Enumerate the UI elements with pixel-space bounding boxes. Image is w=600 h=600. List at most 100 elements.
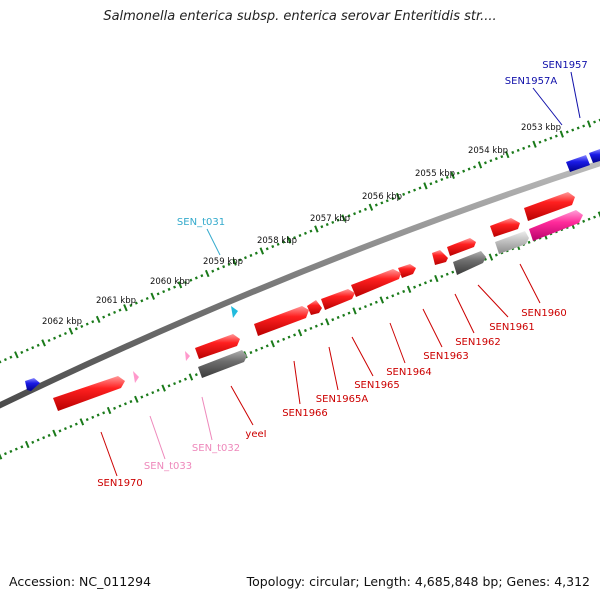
kbp-minor-tick <box>543 138 547 142</box>
gene-label-sen-t033[interactable]: SEN_t033 <box>144 461 192 472</box>
kbp-major-tick <box>586 120 592 128</box>
gene-label-sen1962[interactable]: SEN1962 <box>455 337 501 348</box>
kbp-minor-tick <box>25 348 29 352</box>
kbp-minor-tick <box>145 393 149 397</box>
gene-arrow-blue[interactable] <box>589 149 600 163</box>
leader-sen1970 <box>100 431 118 477</box>
kbp-minor-tick <box>407 190 411 194</box>
kbp-major-tick <box>532 140 537 148</box>
gene-label-sen1960[interactable]: SEN1960 <box>521 308 567 319</box>
gene-label-sen1970[interactable]: SEN1970 <box>97 478 143 489</box>
kbp-minor-tick <box>3 358 7 362</box>
gene-arrow-red[interactable] <box>195 334 240 359</box>
kbp-major-tick <box>368 203 374 211</box>
kbp-minor-tick <box>418 283 422 287</box>
gene-label-sen-t031[interactable]: SEN_t031 <box>177 217 225 228</box>
kbp-minor-tick <box>402 192 406 196</box>
leader-sen-t032 <box>201 396 213 441</box>
gene-label-sen1965[interactable]: SEN1965 <box>354 380 400 391</box>
kbp-minor-tick <box>254 348 258 352</box>
gene-arrow-red[interactable] <box>398 264 416 278</box>
kbp-minor-tick <box>129 303 133 308</box>
kbp-minor-tick <box>58 429 62 433</box>
gene-arrow-red[interactable] <box>432 250 448 265</box>
kbp-minor-tick <box>260 346 264 350</box>
gene-arrow-red[interactable] <box>524 192 575 221</box>
gene-arrow-red[interactable] <box>447 238 476 256</box>
trna-marker-cyan[interactable] <box>231 306 238 318</box>
kbp-minor-tick <box>396 292 400 296</box>
kbp-minor-tick <box>369 302 373 306</box>
kbp-minor-tick <box>511 150 515 155</box>
kbp-minor-tick <box>118 308 122 312</box>
leader-sen1963 <box>422 308 443 348</box>
kbp-minor-tick <box>309 229 313 233</box>
kbp-label: 2061 kbp <box>96 296 136 306</box>
kbp-minor-tick <box>527 144 531 148</box>
kbp-minor-tick <box>91 320 95 324</box>
kbp-minor-tick <box>451 270 455 274</box>
kbp-minor-tick <box>265 344 269 348</box>
kbp-major-tick <box>161 384 166 392</box>
kbp-label: 2056 kbp <box>362 192 402 202</box>
kbp-major-tick <box>505 150 510 159</box>
gene-arrow-red[interactable] <box>351 269 401 297</box>
gene-arrow-pink[interactable] <box>529 210 583 241</box>
gene-label-sen1965a[interactable]: SEN1965A <box>316 394 369 405</box>
kbp-major-tick <box>106 406 112 415</box>
kbp-minor-tick <box>156 388 160 392</box>
gene-label-sen1957[interactable]: SEN1957 <box>542 60 588 71</box>
kbp-minor-tick <box>243 256 247 260</box>
trna-marker-pink[interactable] <box>133 371 139 383</box>
gene-label-sen1963[interactable]: SEN1963 <box>423 351 469 362</box>
leader-sen1957 <box>570 71 581 119</box>
gene-arrow-red[interactable] <box>321 289 355 310</box>
gene-arrow-lightgray[interactable] <box>495 231 529 254</box>
gene-label-sen-t032[interactable]: SEN_t032 <box>192 443 240 454</box>
gene-arrow-blue[interactable] <box>566 155 590 172</box>
kbp-minor-tick <box>42 436 46 440</box>
kbp-minor-tick <box>429 279 433 283</box>
label-leader-lines <box>100 71 581 477</box>
gene-label-sen1961[interactable]: SEN1961 <box>489 322 535 333</box>
gene-label-sen1966[interactable]: SEN1966 <box>282 408 328 419</box>
kbp-minor-tick <box>423 281 427 285</box>
gene-arrow-red[interactable] <box>53 376 125 411</box>
kbp-major-tick <box>79 418 85 426</box>
kbp-minor-tick <box>363 305 367 309</box>
gene-arrow-red[interactable] <box>307 300 322 315</box>
kbp-major-tick <box>52 429 57 437</box>
kbp-minor-tick <box>0 360 2 364</box>
gene-arrow-gray[interactable] <box>453 251 486 275</box>
kbp-minor-tick <box>331 220 335 224</box>
kbp-minor-tick <box>380 201 384 205</box>
leader-sen1960 <box>519 263 541 304</box>
kbp-minor-tick <box>538 140 542 144</box>
leader-sen1962 <box>454 293 475 334</box>
kbp-minor-tick <box>178 379 182 383</box>
gene-label-sen1964[interactable]: SEN1964 <box>386 367 432 378</box>
gene-label-sen1957a[interactable]: SEN1957A <box>505 76 558 87</box>
gene-arrow-blue[interactable] <box>25 378 40 391</box>
kbp-minor-tick <box>347 311 351 315</box>
trna-marker-pink[interactable] <box>185 351 190 361</box>
kbp-minor-tick <box>167 384 171 388</box>
kbp-minor-tick <box>113 310 117 314</box>
kbp-label: 2058 kbp <box>257 236 297 246</box>
kbp-minor-tick <box>36 438 40 442</box>
gene-arrow-gray[interactable] <box>198 350 247 378</box>
gene-label-yeei[interactable]: yeeI <box>245 429 266 440</box>
kbp-minor-tick <box>276 242 280 246</box>
kbp-label: 2060 kbp <box>150 277 190 287</box>
kbp-minor-tick <box>363 207 367 211</box>
kbp-minor-tick <box>445 272 449 276</box>
gene-arrow-red[interactable] <box>490 218 520 237</box>
accession-label: Accession: NC_011294 <box>9 574 152 589</box>
gene-arrow-red[interactable] <box>254 306 309 336</box>
kbp-minor-tick <box>549 136 553 140</box>
kbp-minor-tick <box>325 222 329 227</box>
kbp-minor-tick <box>282 240 286 244</box>
kbp-minor-tick <box>194 373 198 377</box>
kbp-minor-tick <box>85 418 89 422</box>
